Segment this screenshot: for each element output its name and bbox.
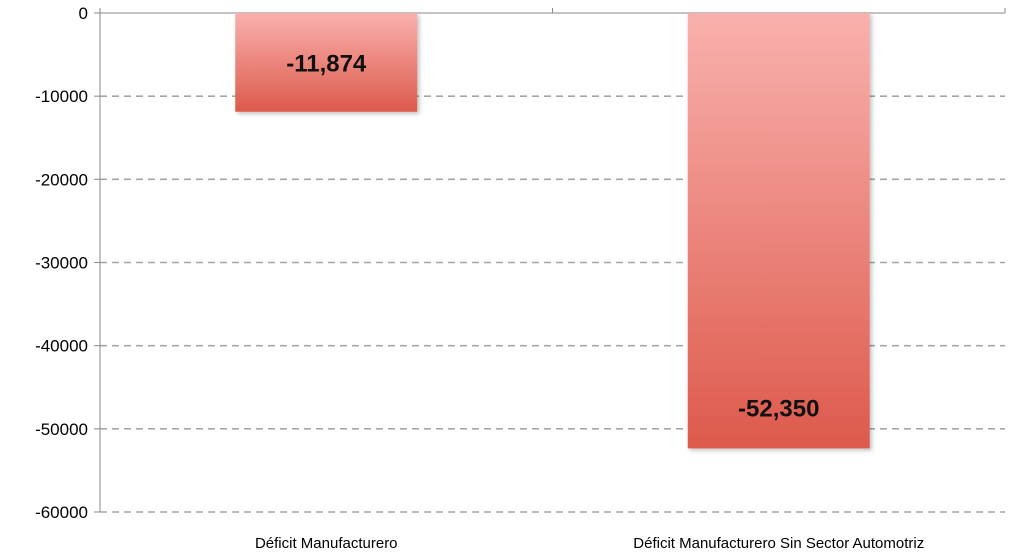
- bar: [235, 13, 418, 112]
- y-tick-label: -40000: [35, 337, 88, 356]
- y-tick-label: -20000: [35, 170, 88, 189]
- y-tick-label: -10000: [35, 87, 88, 106]
- bars: [235, 13, 870, 449]
- bar: [687, 13, 870, 449]
- y-tick-label: 0: [79, 4, 88, 23]
- x-category-label: Déficit Manufacturero Sin Sector Automot…: [633, 535, 924, 552]
- labels: 0 -10000 -20000 -30000 -40000 -50000 -60000 -11…: [35, 4, 924, 552]
- x-category-label: Déficit Manufacturero: [255, 535, 398, 552]
- y-tick-label: -50000: [35, 420, 88, 439]
- y-tick-label: -60000: [35, 503, 88, 522]
- y-tick-label: -30000: [35, 254, 88, 273]
- data-label: -52,350: [738, 395, 819, 422]
- data-label: -11,874: [286, 50, 367, 77]
